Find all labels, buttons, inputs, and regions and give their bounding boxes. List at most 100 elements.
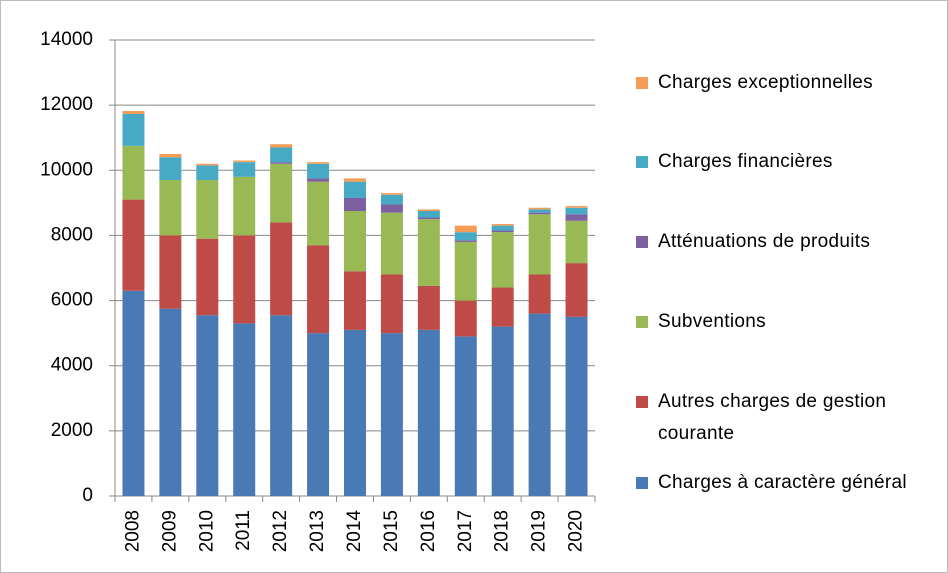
- x-tick-label: 2012: [270, 510, 291, 552]
- x-tick-label: 2017: [455, 510, 476, 552]
- x-tick-label: 2013: [307, 510, 328, 552]
- legend-label: Autres charges de gestion courante: [658, 391, 887, 444]
- bar-segment: [196, 180, 219, 239]
- legend-swatch: [636, 156, 648, 168]
- bar-segment: [159, 154, 182, 158]
- bar-segment: [233, 235, 256, 324]
- bar-segment: [196, 163, 219, 166]
- bar-segment: [270, 144, 293, 148]
- bar-segment: [344, 271, 366, 330]
- bar-segment: [528, 214, 551, 275]
- bar-segment: [565, 316, 588, 496]
- bar-segment: [159, 157, 182, 181]
- bar-segment: [417, 285, 440, 330]
- bar-segment: [454, 241, 477, 301]
- bar-segment: [528, 274, 551, 314]
- bar-segment: [454, 232, 477, 241]
- bar-segment: [380, 204, 403, 213]
- bar-segment: [380, 274, 403, 334]
- bar-segment: [270, 222, 293, 316]
- bar-segment: [122, 113, 145, 146]
- bar-segment: [491, 230, 514, 233]
- bar-segment: [417, 217, 440, 220]
- bar-segment: [565, 263, 588, 317]
- bar-segment: [528, 207, 551, 210]
- bar-segment: [270, 147, 293, 163]
- bar-segment: [417, 209, 440, 211]
- bar-segment: [454, 240, 477, 242]
- y-tick-label: 2000: [51, 420, 93, 441]
- legend-label: Charges à caractère général: [658, 472, 907, 493]
- bar-segment: [159, 180, 182, 236]
- bar-segment: [417, 329, 440, 496]
- y-tick-label: 4000: [51, 355, 93, 376]
- legend-label: Charges exceptionnelles: [658, 72, 873, 93]
- legend-swatch: [636, 236, 648, 248]
- bar-segment: [491, 232, 514, 288]
- legend-swatch: [636, 77, 648, 89]
- bar-segment: [454, 300, 477, 337]
- bar-segment: [159, 308, 182, 496]
- bar-segment: [344, 178, 366, 182]
- legend-swatch: [636, 316, 648, 328]
- x-tick-label: 2009: [159, 510, 180, 552]
- bar-segment: [380, 212, 403, 275]
- bar-segment: [565, 206, 588, 208]
- x-tick-label: 2011: [233, 510, 254, 551]
- bar-segment: [270, 162, 293, 164]
- legend-item: Subventions: [636, 306, 936, 338]
- bar-segment: [528, 313, 551, 496]
- bar-segment: [344, 211, 366, 272]
- x-tick-label: 2016: [418, 510, 439, 552]
- bar-segment: [454, 336, 477, 496]
- bar-segment: [307, 245, 330, 334]
- bar-segment: [380, 193, 403, 195]
- bar-segment: [122, 111, 145, 114]
- legend-item: Charges à caractère général: [636, 467, 936, 499]
- bar-segment: [270, 315, 293, 496]
- legend-item: Charges financières: [636, 146, 936, 178]
- legend-item: Charges exceptionnelles: [636, 67, 936, 99]
- bar-segment: [307, 163, 330, 179]
- x-tick-label: 2018: [492, 510, 513, 552]
- bar-segment: [344, 329, 366, 496]
- bar-segment: [233, 162, 256, 177]
- bar-segment: [528, 212, 551, 215]
- y-tick-label: 14000: [40, 29, 93, 50]
- legend-label: Atténuations de produits: [658, 231, 871, 252]
- bar-segment: [491, 326, 514, 496]
- bar-segment: [233, 160, 256, 163]
- bar-segment: [528, 209, 551, 213]
- bar-segment: [307, 333, 330, 496]
- bar-segment: [417, 219, 440, 286]
- bar-segment: [307, 162, 330, 164]
- x-tick-label: 2019: [529, 510, 550, 552]
- bar-segment: [196, 165, 219, 181]
- bar-segment: [565, 220, 588, 264]
- bar-segment: [270, 163, 293, 223]
- x-tick-label: 2020: [566, 510, 587, 552]
- bar-segment: [122, 199, 145, 291]
- bar-segment: [344, 197, 366, 211]
- legend-item: Autres charges de gestion courante: [636, 386, 936, 450]
- bar-segment: [565, 207, 588, 215]
- bar-segment: [122, 290, 145, 496]
- legend-label: Subventions: [658, 311, 766, 332]
- bar-segment: [565, 214, 588, 221]
- bar-segment: [233, 176, 256, 236]
- bar-segment: [344, 181, 366, 198]
- bar-segment: [196, 315, 219, 496]
- y-tick-label: 8000: [51, 224, 93, 245]
- bar-segment: [122, 145, 145, 200]
- y-tick-label: 0: [82, 485, 93, 506]
- y-tick-label: 6000: [51, 290, 93, 311]
- x-tick-label: 2008: [122, 510, 143, 552]
- legend-swatch: [636, 396, 648, 408]
- legend-item: Atténuations de produits: [636, 226, 936, 258]
- bar-segment: [307, 181, 330, 246]
- bar-segment: [307, 178, 330, 182]
- legend-label: Charges financières: [658, 151, 833, 172]
- bar-segment: [196, 238, 219, 316]
